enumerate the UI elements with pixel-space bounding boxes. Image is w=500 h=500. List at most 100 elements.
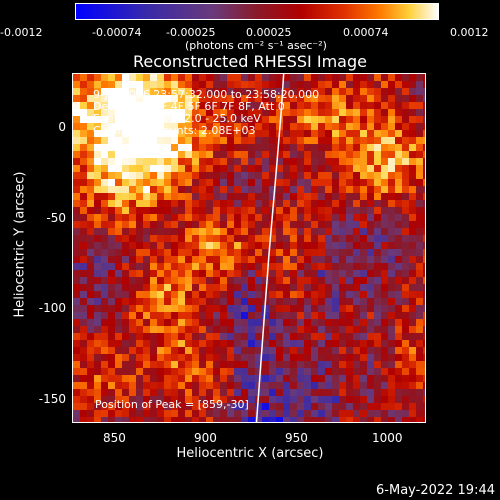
heatmap-cell [297, 298, 304, 305]
heatmap-cell [353, 291, 360, 298]
heatmap-cell [185, 137, 192, 144]
heatmap-cell [297, 95, 304, 102]
heatmap-cell [339, 235, 346, 242]
heatmap-cell [423, 333, 425, 340]
heatmap-cell [178, 109, 185, 116]
heatmap-cell [171, 298, 178, 305]
heatmap-cell [108, 242, 115, 249]
heatmap-cell [367, 354, 374, 361]
heatmap-cell [220, 354, 227, 361]
heatmap-cell [318, 340, 325, 347]
heatmap-cell [150, 116, 157, 123]
heatmap-cell [213, 410, 220, 417]
heatmap-cell [220, 319, 227, 326]
heatmap-cell [255, 277, 262, 284]
heatmap-cell [297, 340, 304, 347]
heatmap-cell [213, 270, 220, 277]
heatmap-cell [416, 347, 423, 354]
heatmap-cell [388, 74, 395, 81]
heatmap-cell [129, 74, 136, 81]
heatmap-cell [276, 179, 283, 186]
heatmap-cell [220, 298, 227, 305]
heatmap-cell [325, 291, 332, 298]
heatmap-cell [185, 361, 192, 368]
heatmap-cell [129, 81, 136, 88]
heatmap-cell [87, 235, 94, 242]
heatmap-cell [94, 242, 101, 249]
heatmap-cell [227, 277, 234, 284]
heatmap-cell [297, 389, 304, 396]
heatmap-cell [374, 235, 381, 242]
heatmap-cell [241, 74, 248, 81]
heatmap-cell [381, 326, 388, 333]
heatmap-cell [339, 410, 346, 417]
heatmap-cell [241, 88, 248, 95]
heatmap-cell [283, 172, 290, 179]
heatmap-cell [122, 172, 129, 179]
heatmap-cell [115, 88, 122, 95]
heatmap-cell [129, 305, 136, 312]
heatmap-cell [122, 354, 129, 361]
heatmap-cell [136, 102, 143, 109]
heatmap-cell [423, 417, 425, 422]
heatmap-cell [150, 179, 157, 186]
heatmap-cell [388, 123, 395, 130]
heatmap-cell [318, 410, 325, 417]
heatmap-cell [381, 277, 388, 284]
heatmap-cell [325, 200, 332, 207]
heatmap-cell [332, 221, 339, 228]
heatmap-cell [402, 165, 409, 172]
heatmap-cell [164, 291, 171, 298]
heatmap-cell [423, 228, 425, 235]
heatmap-cell [94, 102, 101, 109]
heatmap-cell [87, 396, 94, 403]
heatmap-cell [150, 151, 157, 158]
heatmap-cell [367, 228, 374, 235]
heatmap-cell [227, 172, 234, 179]
heatmap-cell [157, 291, 164, 298]
heatmap-cell [164, 137, 171, 144]
heatmap-cell [325, 375, 332, 382]
heatmap-cell [297, 228, 304, 235]
heatmap-cell [157, 109, 164, 116]
heatmap-cell [255, 361, 262, 368]
heatmap-cell [262, 368, 269, 375]
heatmap-cell [115, 298, 122, 305]
heatmap-cell [206, 109, 213, 116]
heatmap-cell [178, 396, 185, 403]
heatmap-cell [157, 235, 164, 242]
heatmap-cell [234, 144, 241, 151]
heatmap-cell [136, 88, 143, 95]
heatmap-cell [269, 368, 276, 375]
heatmap-cell [115, 221, 122, 228]
heatmap-cell [423, 284, 425, 291]
heatmap-cell [353, 207, 360, 214]
heatmap-cell [423, 81, 425, 88]
heatmap-cell [108, 389, 115, 396]
heatmap-cell [262, 396, 269, 403]
heatmap-cell [339, 151, 346, 158]
heatmap-cell [283, 361, 290, 368]
heatmap-cell [290, 221, 297, 228]
heatmap-cell [423, 144, 425, 151]
heatmap-cell [374, 291, 381, 298]
heatmap-cell [311, 319, 318, 326]
heatmap-cell [122, 200, 129, 207]
heatmap-cell [423, 256, 425, 263]
heatmap-cell [178, 298, 185, 305]
heatmap-cell [283, 165, 290, 172]
heatmap-cell [199, 340, 206, 347]
heatmap-plot[interactable]: 9-Jul-2006 23:57:32.000 to 23:58:20.000 … [72, 73, 426, 423]
heatmap-cell [423, 172, 425, 179]
heatmap-cell [416, 368, 423, 375]
heatmap-cell [129, 172, 136, 179]
heatmap-cell [360, 221, 367, 228]
heatmap-cell [332, 151, 339, 158]
heatmap-cell [395, 95, 402, 102]
heatmap-cell [409, 130, 416, 137]
heatmap-cell [318, 368, 325, 375]
heatmap-cell [192, 291, 199, 298]
heatmap-cell [339, 214, 346, 221]
heatmap-cell [318, 158, 325, 165]
heatmap-cell [262, 312, 269, 319]
